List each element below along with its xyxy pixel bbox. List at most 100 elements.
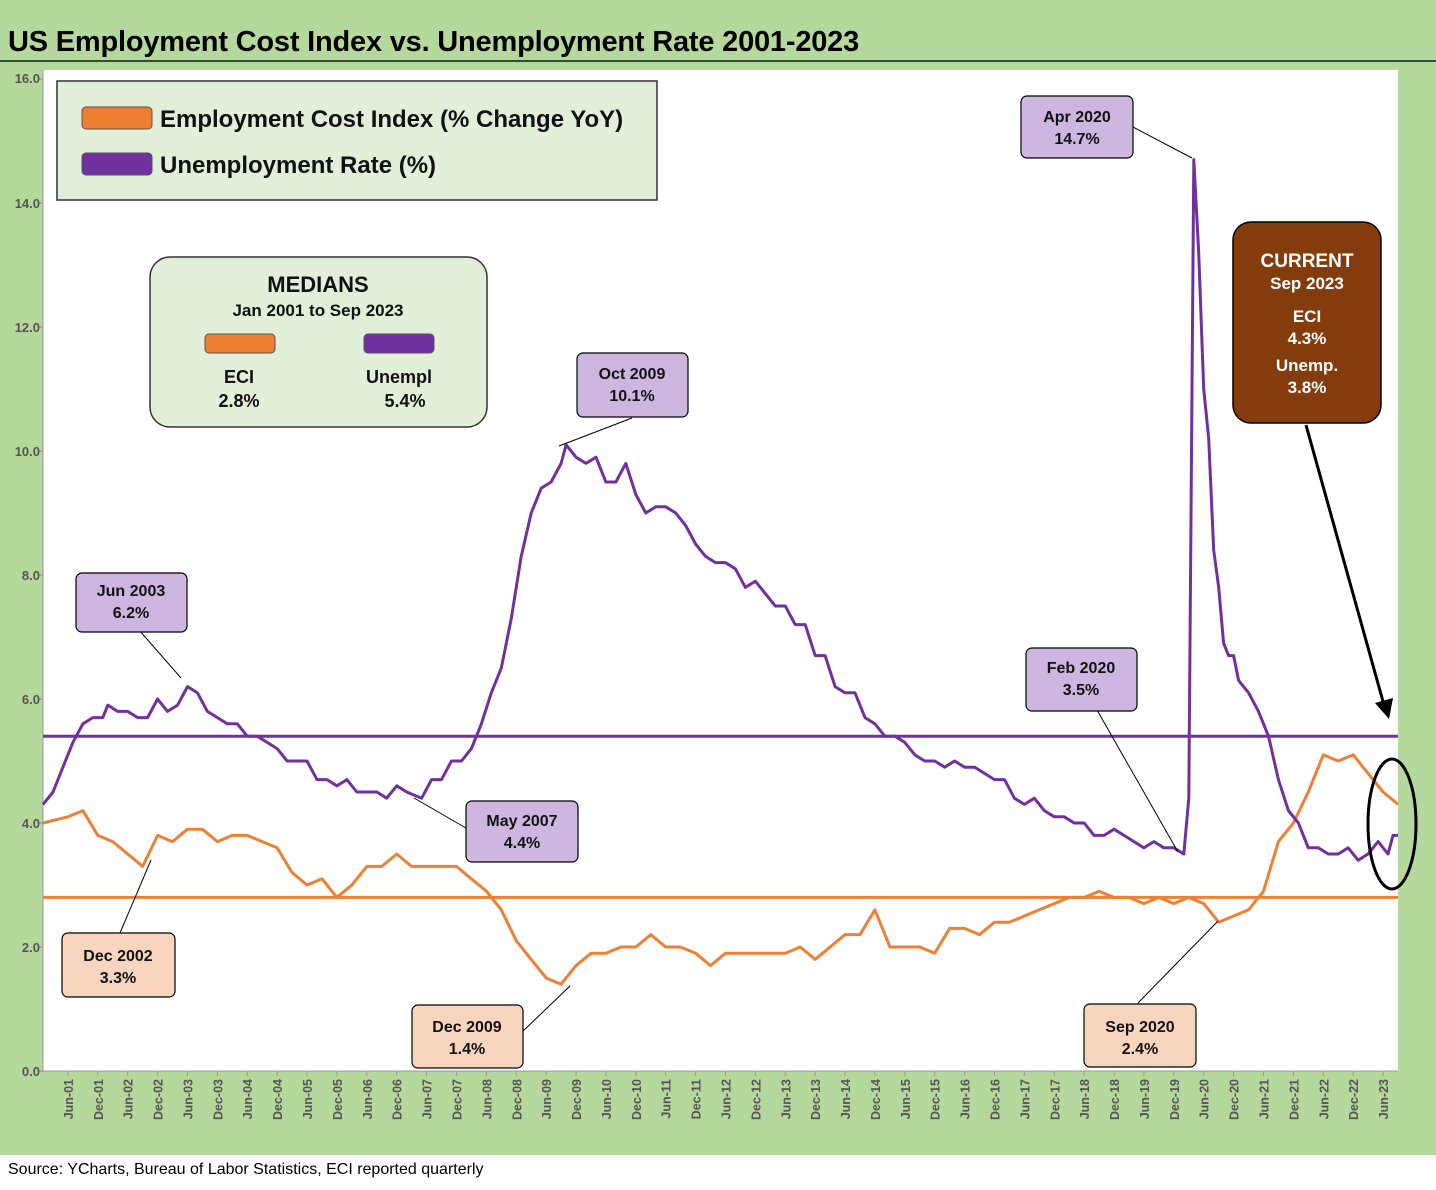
x-tick-label: Jun-05 <box>301 1079 315 1119</box>
y-tick-label: 0.0 <box>22 1064 40 1079</box>
medians-unemp-label: Unempl <box>366 367 432 387</box>
x-tick-label: Jun-03 <box>181 1079 195 1119</box>
current-eci-value: 4.3% <box>1288 329 1327 348</box>
legend-label-eci: Employment Cost Index (% Change YoY) <box>160 106 623 133</box>
y-tick-label: 12.0 <box>15 320 40 335</box>
annotation-value: 6.2% <box>113 605 149 622</box>
x-tick-label: Dec-01 <box>92 1079 106 1120</box>
annotation-value: 3.5% <box>1063 682 1099 699</box>
annotation-box <box>1083 1003 1197 1068</box>
leader-dec2002 <box>119 859 152 934</box>
x-tick-label: Jun-22 <box>1317 1079 1331 1119</box>
x-tick-label: Dec-02 <box>152 1079 166 1120</box>
medians-box-bg <box>149 256 488 428</box>
title-divider <box>0 60 1436 62</box>
y-tick-label: 6.0 <box>22 692 40 707</box>
x-tick-label: Jun-12 <box>719 1079 733 1119</box>
annotation-box <box>1020 95 1134 159</box>
legend-box <box>56 80 658 201</box>
x-tick-label: Dec-12 <box>749 1079 763 1120</box>
leader-apr2020 <box>1132 126 1193 159</box>
annotation-leaders <box>119 126 1418 1034</box>
x-tick-label: Dec-03 <box>211 1079 225 1120</box>
medians-eci-label: ECI <box>224 367 254 387</box>
leader-dec2009 <box>520 985 571 1034</box>
chart-title: US Employment Cost Index vs. Unemploymen… <box>8 26 860 58</box>
annotation-value: 10.1% <box>609 388 654 405</box>
x-tick-label: Dec-15 <box>929 1079 943 1120</box>
annotation-feb2020: Feb 2020 3.5% <box>1025 647 1138 712</box>
x-tick-label: Dec-21 <box>1287 1079 1301 1120</box>
x-tick-label: Jun-09 <box>540 1079 554 1119</box>
y-tick-label: 14.0 <box>15 196 40 211</box>
annotation-oct2009: Oct 2009 10.1% <box>576 352 689 418</box>
leader-sep2020 <box>1137 920 1219 1004</box>
current-box-bg <box>1232 221 1382 424</box>
x-tick-label: Jun-15 <box>899 1079 913 1119</box>
y-tick-label: 16.0 <box>15 71 40 86</box>
annotation-value: 4.4% <box>504 835 540 852</box>
x-tick-label: Dec-08 <box>510 1079 524 1120</box>
current-date: Sep 2023 <box>1270 274 1344 293</box>
annotation-dec2009: Dec 2009 1.4% <box>411 1004 524 1069</box>
x-tick-label: Jun-21 <box>1257 1079 1271 1119</box>
leader-jun2003 <box>138 629 182 679</box>
annotation-date: Apr 2020 <box>1043 109 1111 126</box>
x-tick-label: Dec-13 <box>809 1079 823 1120</box>
annotation-may2007: May 2007 4.4% <box>465 800 579 863</box>
x-tick-label: Jun-23 <box>1377 1079 1391 1119</box>
x-tick-label: Dec-17 <box>1048 1079 1062 1120</box>
medians-swatch-unemp <box>363 333 435 354</box>
annotation-date: Dec 2009 <box>432 1019 501 1036</box>
x-tick-label: Jun-06 <box>361 1079 375 1119</box>
y-tick-label: 2.0 <box>22 940 40 955</box>
x-tick-label: Dec-05 <box>331 1079 345 1120</box>
annotation-sep2020: Sep 2020 2.4% <box>1083 1003 1197 1068</box>
y-tick-label: 8.0 <box>22 568 40 583</box>
x-tick-label: Dec-20 <box>1228 1079 1242 1120</box>
medians-unemp-value: 5.4% <box>384 391 425 411</box>
annotation-date: Sep 2020 <box>1105 1019 1174 1036</box>
x-tick-label: Jun-16 <box>959 1079 973 1119</box>
legend-swatch-unemp <box>81 152 153 176</box>
series-line-unemp <box>41 158 1398 862</box>
leader-feb2020 <box>1096 709 1179 853</box>
source-note: Source: YCharts, Bureau of Labor Statist… <box>8 1161 484 1178</box>
medians-title: MEDIANS <box>267 272 368 297</box>
y-axis: 0.0 2.0 4.0 6.0 8.0 10.0 12.0 14.0 16.0 <box>15 70 44 1079</box>
x-tick-label: Dec-14 <box>869 1079 883 1120</box>
x-tick-label: Dec-09 <box>570 1079 584 1120</box>
annotation-date: Jun 2003 <box>97 583 166 600</box>
annotation-date: May 2007 <box>486 813 557 830</box>
x-tick-label: Jun-20 <box>1198 1079 1212 1119</box>
x-tick-label: Dec-22 <box>1347 1079 1361 1120</box>
y-tick-label: 10.0 <box>15 444 40 459</box>
x-tick-label: Dec-10 <box>630 1079 644 1120</box>
annotation-dec2002: Dec 2002 3.3% <box>61 932 176 998</box>
x-tick-label: Jun-07 <box>421 1079 435 1119</box>
medians-swatch-eci <box>204 333 276 354</box>
annotation-value: 2.4% <box>1122 1041 1158 1058</box>
annotation-apr2020: Apr 2020 14.7% <box>1020 95 1134 159</box>
annotation-value: 14.7% <box>1054 131 1099 148</box>
annotation-jun2003: Jun 2003 6.2% <box>75 572 188 633</box>
legend: Employment Cost Index (% Change YoY) Une… <box>56 80 658 201</box>
x-axis: Jun-01 Dec-01 Jun-02 Dec-02 Jun-03 Dec-03 Jun-… <box>43 1070 1398 1120</box>
legend-label-unemp: Unemployment Rate (%) <box>160 152 436 179</box>
y-tick-label: 4.0 <box>22 816 40 831</box>
x-tick-label: Jun-18 <box>1078 1079 1092 1119</box>
annotation-box <box>61 932 176 998</box>
annotation-box <box>75 572 188 633</box>
annotation-box <box>576 352 689 418</box>
x-tick-label: Jun-11 <box>660 1079 674 1119</box>
medians-eci-value: 2.8% <box>218 391 259 411</box>
series-line-eci <box>42 753 1399 986</box>
x-tick-label: Jun-04 <box>241 1079 255 1119</box>
x-tick-label: Jun-02 <box>122 1079 136 1119</box>
median-lines <box>43 734 1398 899</box>
current-unemp-value: 3.8% <box>1288 378 1327 397</box>
x-tick-label: Dec-11 <box>690 1079 704 1119</box>
current-arrow-shaft <box>1304 424 1386 706</box>
x-tick-label: Jun-14 <box>839 1079 853 1119</box>
annotation-date: Oct 2009 <box>599 366 666 383</box>
